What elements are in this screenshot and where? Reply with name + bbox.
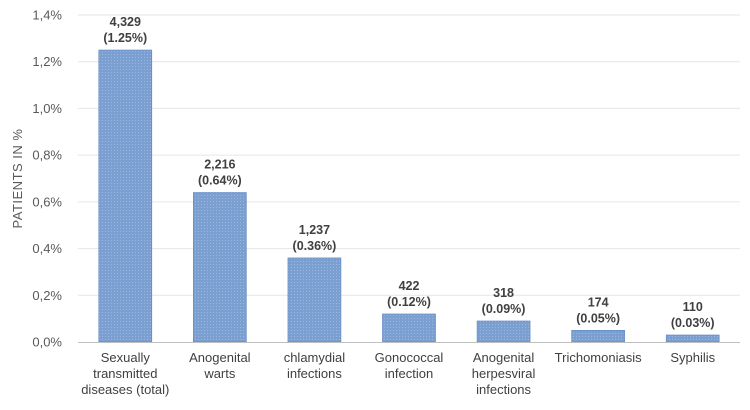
data-label-percent: (0.12%) [387, 295, 431, 309]
category-label: Gonococcal infection [375, 350, 444, 381]
y-tick-label: 0,8% [32, 148, 62, 163]
category-label-line: Syphilis [670, 350, 715, 365]
category-label-line: Anogenital [473, 350, 535, 365]
category-label: chlamydial infections [284, 350, 346, 381]
category-label-line: Trichomoniasis [555, 350, 642, 365]
category-label-line: transmitted [93, 366, 157, 381]
gridlines [78, 14, 740, 296]
category-label: Sexually transmitted diseases (total) [81, 350, 169, 397]
bar [98, 49, 153, 343]
bar [382, 313, 436, 343]
bar [193, 192, 247, 343]
data-label-count: 422 [399, 279, 420, 293]
data-label-percent: (0.05%) [576, 311, 620, 325]
bar [665, 334, 720, 343]
category-label-line: herpesviral [472, 366, 536, 381]
data-label-count: 110 [683, 300, 703, 314]
category-label-line: Sexually [101, 350, 151, 365]
category-label-line: Gonococcal [375, 350, 444, 365]
bars [98, 49, 720, 343]
bar [476, 320, 531, 343]
category-label-line: infections [476, 382, 531, 397]
category-label-line: infections [287, 366, 342, 381]
category-label: Trichomoniasis [555, 350, 642, 365]
y-axis-title: PATIENTS IN % [10, 129, 25, 229]
data-label-percent: (0.09%) [482, 302, 526, 316]
category-labels: Sexually transmitted diseases (total) Anoge… [81, 350, 715, 397]
y-tick-label: 0,2% [32, 288, 62, 303]
category-label: Syphilis [670, 350, 715, 365]
category-label: Anogenital herpesviral infections [472, 350, 536, 397]
data-label-percent: (0.36%) [293, 239, 337, 253]
data-label-count: 2,216 [204, 158, 235, 172]
data-label-percent: (1.25%) [103, 31, 147, 45]
data-label-percent: (0.64%) [198, 174, 242, 188]
bar [287, 257, 342, 343]
data-label-percent: (0.03%) [671, 316, 715, 330]
y-axis-ticks: 0,0% 0,2% 0,4% 0,6% 0,8% 1,0% 1,2% 1,4% [32, 8, 62, 350]
y-tick-label: 1,2% [32, 54, 62, 69]
category-label: Anogenital warts [189, 350, 251, 381]
y-tick-label: 0,6% [32, 194, 62, 209]
data-label-count: 174 [588, 295, 609, 309]
data-label-count: 4,329 [110, 15, 141, 29]
bar [571, 330, 625, 343]
y-tick-label: 1,0% [32, 101, 62, 116]
category-label-line: Anogenital [189, 350, 251, 365]
data-label-count: 318 [493, 286, 514, 300]
category-label-line: infection [385, 366, 433, 381]
category-label-line: chlamydial [284, 350, 346, 365]
category-label-line: warts [203, 366, 236, 381]
y-tick-label: 0,4% [32, 241, 62, 256]
y-tick-label: 0,0% [32, 335, 62, 350]
data-labels: 4,329 (1.25%) 2,216 (0.64%) 1,237 (0.36%) 422 (… [103, 15, 714, 330]
data-label-count: 1,237 [299, 223, 330, 237]
y-tick-label: 1,4% [32, 8, 62, 23]
category-label-line: diseases (total) [81, 382, 169, 397]
